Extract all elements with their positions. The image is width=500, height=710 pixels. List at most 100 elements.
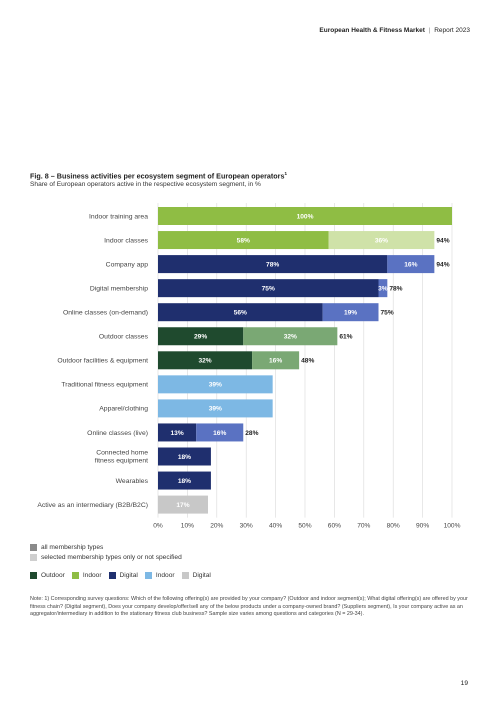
category-label-online-classes-on-demand: Online classes (on-demand) — [63, 310, 148, 317]
category-label-traditional-fitness-equipment: Traditional fitness equipment — [61, 382, 148, 389]
bar-label-outdoor-facilities-equipment-0: 32% — [198, 358, 211, 365]
bar-label-outdoor-classes-1: 32% — [284, 334, 297, 341]
bar-label-online-classes-live-0: 13% — [171, 430, 184, 437]
bar-digital-membership-seg-0 — [158, 279, 379, 298]
bar-label-online-classes-on-demand-0: 56% — [234, 310, 247, 317]
bar-connected-home-fitness-equipment-seg-0 — [158, 447, 211, 466]
bar-online-classes-live-seg-0 — [158, 423, 197, 442]
bar-traditional-fitness-equipment-seg-0 — [158, 375, 273, 394]
category-label-online-classes-live: Online classes (live) — [87, 430, 148, 437]
category-label-apparel-clothing: Apparel/clothing — [99, 406, 148, 413]
figure-title: Fig. 8 – Business activities per ecosyst… — [30, 171, 287, 180]
legend-indoor-supplier: Indoor — [144, 572, 175, 579]
bar-apparel-clothing-seg-0 — [158, 399, 273, 418]
figure-title-text: Fig. 8 – Business activities per ecosyst… — [30, 171, 285, 181]
category-label-company-app: Company app — [106, 261, 149, 268]
total-label-indoor-classes: 94% — [436, 237, 449, 244]
x-tick-label-0: 0% — [153, 523, 163, 530]
bar-label-company-app-1: 16% — [404, 261, 417, 268]
legend-indoor-label: Indoor — [82, 572, 102, 579]
category-label-indoor-training-area: Indoor training area — [89, 213, 148, 220]
page-number: 19 — [460, 680, 468, 687]
legend-all-membership: all membership types — [30, 544, 103, 551]
report-brand: European Health & Fitness Market — [319, 27, 425, 34]
category-label-outdoor-facilities-equipment: Outdoor facilities & equipment — [57, 358, 148, 365]
bar-outdoor-facilities-equipment-seg-0 — [158, 351, 253, 370]
bar-label-outdoor-facilities-equipment-1: 16% — [269, 358, 282, 365]
legend-selected-membership-swatch — [30, 554, 37, 561]
segment-legend: Outdoor Indoor Digital Indoor Digital — [30, 572, 218, 579]
bar-label-wearables-0: 18% — [178, 478, 191, 485]
category-label-active-as-an-intermediary-b2b-b2c: Active as an intermediary (B2B/B2C) — [37, 502, 148, 509]
figure-title-footnote: 1 — [284, 171, 287, 176]
bar-label-traditional-fitness-equipment-0: 39% — [209, 382, 222, 389]
bar-label-indoor-classes-1: 36% — [375, 237, 388, 244]
legend-outdoor-label: Outdoor — [41, 572, 65, 579]
bar-outdoor-classes-seg-1 — [243, 327, 338, 346]
bar-company-app-seg-1 — [387, 255, 435, 274]
bar-label-active-as-an-intermediary-b2b-b2c-0: 17% — [176, 502, 189, 509]
bar-online-classes-on-demand-seg-0 — [158, 303, 323, 322]
figure-subtitle: Share of European operators active in th… — [30, 181, 261, 188]
legend-indoor-supplier-label: Indoor — [155, 572, 175, 579]
bar-label-digital-membership-1: 3% — [378, 285, 388, 292]
bar-wearables-seg-0 — [158, 471, 211, 490]
bar-label-online-classes-on-demand-1: 19% — [344, 310, 357, 317]
x-tick-label-3: 30% — [240, 523, 253, 530]
bar-label-apparel-clothing-0: 39% — [209, 406, 222, 413]
bar-indoor-classes-seg-1 — [328, 231, 435, 250]
legend-digital-intermediary-label: Digital — [192, 572, 211, 579]
bar-label-indoor-training-area-0: 100% — [297, 213, 314, 220]
category-label-wearables: Wearables — [116, 478, 149, 485]
x-tick-label-9: 90% — [416, 523, 429, 530]
header-separator: | — [428, 27, 431, 34]
bar-label-company-app-0: 78% — [266, 261, 279, 268]
legend-selected-membership: selected membership types only or not sp… — [30, 554, 182, 561]
x-tick-label-6: 60% — [328, 523, 341, 530]
total-label-company-app: 94% — [436, 261, 449, 268]
category-label-digital-membership: Digital membership — [90, 285, 148, 292]
legend-indoor-swatch — [71, 572, 79, 579]
legend-all-membership-swatch — [30, 544, 37, 551]
bar-indoor-training-area-seg-0 — [158, 207, 452, 225]
legend-digital-label: Digital — [119, 572, 138, 579]
total-label-online-classes-on-demand: 75% — [381, 310, 394, 317]
x-tick-label-8: 80% — [387, 523, 400, 530]
bar-online-classes-live-seg-1 — [196, 423, 244, 442]
category-label-outdoor-classes: Outdoor classes — [99, 334, 149, 341]
bar-label-outdoor-classes-0: 29% — [194, 334, 207, 341]
legend-outdoor-swatch — [30, 572, 37, 579]
bar-label-indoor-classes-0: 58% — [237, 237, 250, 244]
x-tick-label-10: 100% — [444, 523, 461, 530]
x-tick-label-4: 40% — [269, 523, 282, 530]
bar-active-as-an-intermediary-b2b-b2c-seg-0 — [158, 495, 208, 514]
legend-digital: Digital — [108, 572, 138, 579]
total-label-outdoor-classes: 61% — [339, 334, 352, 341]
stacked-bar-chart: 0% 10% 20% 30% 40% 50% 60% 70% 80% 90% 100% Indoor … — [37, 203, 461, 530]
bar-company-app-seg-0 — [158, 255, 388, 274]
figure-note: Note: 1) Corresponding survey questions:… — [30, 596, 468, 618]
bar-label-connected-home-fitness-equipment-0: 18% — [178, 454, 191, 461]
report-header: European Health & Fitness Market | Repor… — [319, 27, 470, 34]
category-label-connected-home-fitness-equipment: Connected home fitness equipment — [95, 450, 148, 465]
x-tick-label-1: 10% — [181, 523, 194, 530]
x-tick-label-2: 20% — [210, 523, 223, 530]
category-label-indoor-classes: Indoor classes — [104, 237, 148, 244]
bar-outdoor-facilities-equipment-seg-1 — [252, 351, 300, 370]
x-tick-label-7: 70% — [357, 523, 370, 530]
legend-indoor-supplier-swatch — [144, 572, 152, 579]
total-label-online-classes-live: 28% — [245, 430, 258, 437]
bar-label-online-classes-live-1: 16% — [213, 430, 226, 437]
legend-indoor: Indoor — [71, 572, 102, 579]
total-label-outdoor-facilities-equipment: 48% — [301, 358, 314, 365]
legend-all-membership-label: all membership types — [41, 544, 104, 551]
bar-digital-membership-seg-1 — [378, 279, 388, 298]
total-label-digital-membership: 78% — [389, 285, 402, 292]
legend-outdoor: Outdoor — [30, 572, 65, 579]
legend-digital-swatch — [108, 572, 116, 579]
bar-label-digital-membership-0: 75% — [262, 285, 275, 292]
bar-indoor-classes-seg-0 — [158, 231, 329, 250]
bar-online-classes-on-demand-seg-1 — [322, 303, 379, 322]
legend-digital-intermediary: Digital — [181, 572, 211, 579]
bar-outdoor-classes-seg-0 — [158, 327, 244, 346]
